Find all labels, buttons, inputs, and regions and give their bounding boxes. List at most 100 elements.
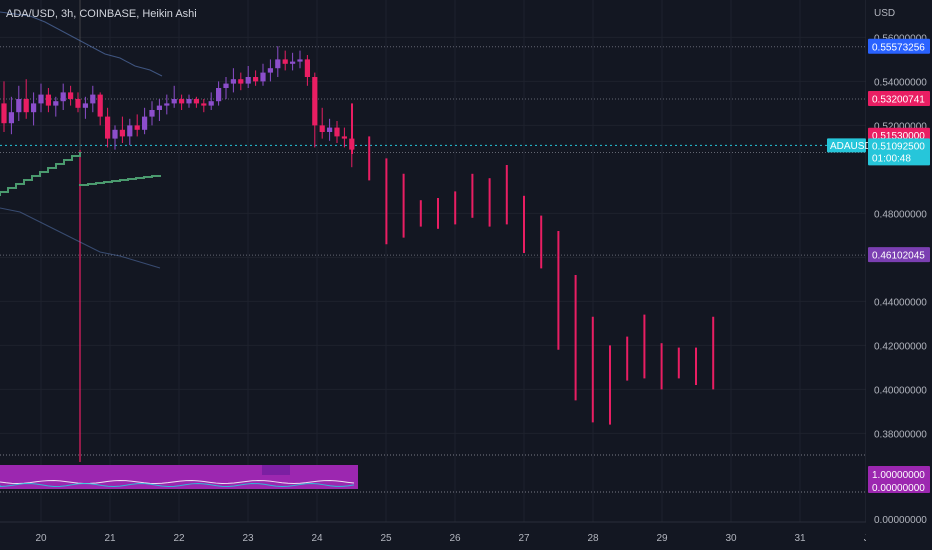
candle-body xyxy=(267,68,273,73)
price-marker-label: 0.46102045 xyxy=(872,251,925,262)
time-tick-label: 22 xyxy=(173,533,185,544)
candle-body xyxy=(164,103,170,106)
candle-body xyxy=(127,125,133,137)
candle-body xyxy=(105,116,111,139)
candle-body xyxy=(275,59,281,69)
price-marker-label: 0.51530000 xyxy=(872,131,925,142)
price-marker-badge xyxy=(868,38,930,54)
candlestick-series xyxy=(1,46,355,168)
candle-body xyxy=(230,79,236,84)
time-tick-label: 20 xyxy=(35,533,47,544)
price-tick-label: 0.48000000 xyxy=(874,209,927,220)
candle-body xyxy=(319,125,325,132)
symbol-badge-label: ADAUSD xyxy=(830,141,872,152)
price-tick-label: 0.44000000 xyxy=(874,297,927,308)
candle-body xyxy=(193,99,199,104)
grid-lines xyxy=(0,0,866,550)
price-tick-label: 0.42000000 xyxy=(874,341,927,352)
candle-body xyxy=(208,101,214,106)
candle-body xyxy=(216,88,222,102)
indicator-line-white xyxy=(0,480,355,485)
candle-body xyxy=(260,72,266,82)
candle-body xyxy=(60,92,66,102)
lower-channel-line xyxy=(0,207,161,269)
candle-body xyxy=(282,59,288,64)
candle-body xyxy=(238,79,244,84)
candle-body xyxy=(142,116,148,130)
candle-body xyxy=(341,136,347,139)
plot-background xyxy=(0,0,866,550)
price-marker-badge xyxy=(868,247,930,263)
channel-bands xyxy=(0,11,163,269)
candle-body xyxy=(245,77,251,84)
green-step-band xyxy=(79,175,161,186)
candle-body xyxy=(327,127,333,132)
time-tick-label: 21 xyxy=(104,533,116,544)
candle-body xyxy=(45,94,51,106)
symbol-badge xyxy=(827,138,866,153)
indicator-line-teal xyxy=(0,482,355,488)
indicator-axis-label: 1.00000000 xyxy=(872,470,925,481)
candle-body xyxy=(75,99,81,108)
indicator-pane xyxy=(0,454,866,493)
time-tick-label: 23 xyxy=(242,533,254,544)
price-reference-lines xyxy=(0,0,866,462)
chart-legend: ADA/USD, 3h, COINBASE, Heikin Ashi xyxy=(6,8,197,20)
candle-body xyxy=(38,94,44,104)
candle-body xyxy=(31,103,37,113)
time-tick-label: 31 xyxy=(794,533,806,544)
price-tick-label: 0.52000000 xyxy=(874,121,927,132)
candle-body xyxy=(149,110,155,117)
candle-body xyxy=(253,77,259,82)
price-tick-label: 0.40000000 xyxy=(874,385,927,396)
candle-body xyxy=(186,99,192,104)
green-step-band xyxy=(0,152,81,196)
candle-body xyxy=(334,127,340,137)
candle-body xyxy=(304,59,310,77)
candle-body xyxy=(97,94,103,117)
time-tick-label: 24 xyxy=(311,533,323,544)
candle-body xyxy=(90,94,96,104)
price-marker-label: 0.55573256 xyxy=(872,42,925,53)
upper-channel-line xyxy=(0,11,163,77)
indicator-highlight xyxy=(262,465,290,475)
time-tick-label: 26 xyxy=(449,533,461,544)
candle-body xyxy=(134,125,140,130)
countdown-label: 01:00:48 xyxy=(872,153,911,164)
candle-body xyxy=(297,59,303,62)
last-price-badge xyxy=(868,138,930,166)
candle-body xyxy=(8,112,14,124)
indicator-axis-badge xyxy=(868,466,930,493)
candle-body xyxy=(119,129,125,137)
time-tick-label: 25 xyxy=(380,533,392,544)
candle-body xyxy=(171,99,177,104)
time-tick-label: 29 xyxy=(656,533,668,544)
time-tick-label: 28 xyxy=(587,533,599,544)
candle-body xyxy=(68,92,74,99)
price-axis-unit: USD xyxy=(874,8,895,19)
price-marker-badge xyxy=(868,90,930,106)
price-tick-label: 0.38000000 xyxy=(874,429,927,440)
candle-body xyxy=(1,103,7,124)
candle-body xyxy=(23,99,29,113)
candle-body xyxy=(290,61,296,64)
candle-body xyxy=(312,77,318,126)
indicator-zero-label: 0.00000000 xyxy=(874,515,927,526)
candle-body xyxy=(16,99,22,113)
price-marker-label: 0.53200741 xyxy=(872,94,925,105)
candle-body xyxy=(179,99,185,104)
price-tick-label: 0.54000000 xyxy=(874,77,927,88)
candle-body xyxy=(112,129,118,139)
candle-body xyxy=(201,103,207,106)
indicator-axis-label: 0.00000000 xyxy=(872,483,925,494)
last-price-label: 0.51092500 xyxy=(872,141,925,152)
time-tick-label: 30 xyxy=(725,533,737,544)
candle-body xyxy=(223,83,229,88)
candle-body xyxy=(53,101,59,106)
projection-series xyxy=(351,103,715,425)
candle-body xyxy=(156,105,162,110)
price-badges: 0.555732560.532007410.515300000.50765385… xyxy=(827,38,930,494)
candle-body xyxy=(82,103,88,108)
time-tick-label: 27 xyxy=(518,533,530,544)
